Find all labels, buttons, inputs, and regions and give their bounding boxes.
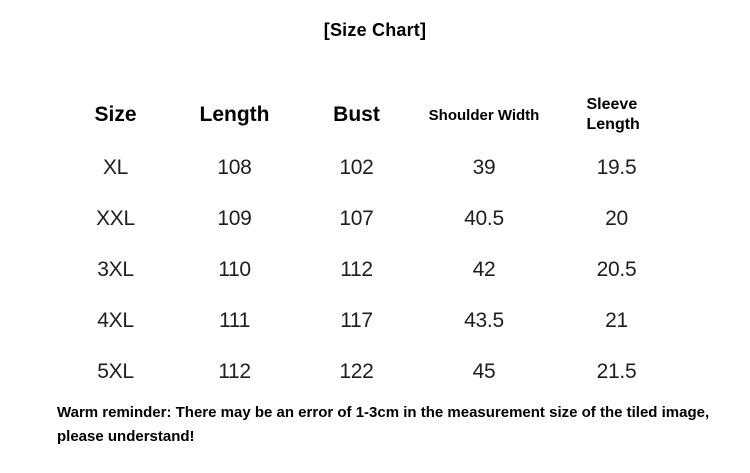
row-label: XXL	[96, 206, 135, 230]
table-cell: 112	[218, 359, 251, 383]
table-cell: 40.5	[464, 206, 504, 230]
row-label: XL	[102, 155, 129, 179]
table-cell: 21	[605, 308, 628, 332]
row-label: 4XL	[97, 308, 134, 332]
table-cell: 20.5	[596, 257, 637, 281]
table-cell: 112	[340, 257, 373, 281]
table-row: 4XL 111 117 43.5 21	[55, 295, 685, 346]
warm-reminder-note: Warm reminder: There may be an error of …	[57, 404, 710, 445]
table-cell: 21.5	[596, 359, 637, 383]
table-cell: 117	[340, 308, 373, 332]
table-cell: 111	[218, 308, 251, 332]
size-chart-table: Size Length Bust Shoulder Width Sleeve L…	[55, 88, 685, 397]
col-header-shoulder-width: Shoulder Width	[428, 106, 540, 124]
table-row: 3XL 110 112 42 20.5	[55, 244, 685, 295]
table-row: XL 108 102 39 19.5	[55, 142, 685, 193]
col-header-sleeve-length: Sleeve Length	[548, 88, 685, 142]
table-cell: 20	[605, 206, 628, 230]
col-header-bust: Bust	[333, 103, 380, 126]
col-header-sleeve-length-text: Sleeve Length	[586, 96, 640, 133]
row-label: 5XL	[97, 359, 134, 383]
table-row: XXL 109 107 40.5 20	[55, 193, 685, 244]
table-cell: 109	[217, 206, 252, 230]
row-label: 3XL	[97, 257, 134, 281]
table-cell: 43.5	[464, 308, 504, 332]
col-header-length: Length	[199, 103, 270, 126]
table-cell: 107	[339, 206, 374, 230]
table-cell: 108	[217, 155, 252, 179]
table-cell: 19.5	[596, 155, 637, 179]
table-cell: 45	[472, 359, 496, 383]
table-cell: 110	[218, 257, 251, 281]
table-cell: 122	[339, 359, 374, 383]
table-cell: 102	[339, 155, 374, 179]
table-cell: 39	[472, 155, 496, 179]
header-row: Size Length Bust Shoulder Width Sleeve L…	[55, 88, 685, 142]
col-header-size: Size	[94, 103, 137, 126]
page-title: [Size Chart]	[323, 20, 427, 40]
table-cell: 42	[472, 257, 496, 281]
table-row: 5XL 112 122 45 21.5	[55, 346, 685, 397]
